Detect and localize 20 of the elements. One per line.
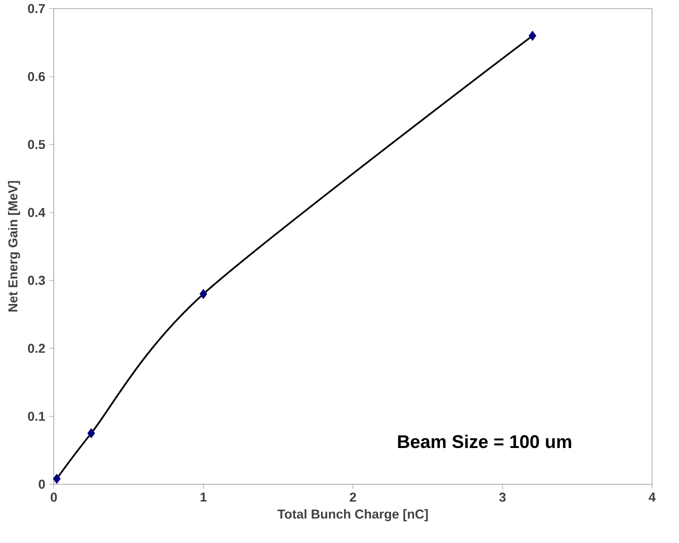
- y-tick-label: 0.4: [28, 208, 46, 217]
- point: [528, 30, 536, 41]
- annotation: Beam Size = 100 um: [398, 434, 572, 448]
- x-tick-label: 3: [499, 492, 506, 502]
- x-tick-label: 2: [350, 492, 356, 502]
- y-axis-title: Net Energ Gain [MeV]: [8, 180, 20, 312]
- y-tick-label: 0: [38, 479, 45, 489]
- y-tick-label: 0.3: [28, 276, 45, 285]
- y-tick-label: 0.1: [28, 412, 46, 421]
- y-tick-label: 0.5: [28, 140, 46, 149]
- point: [52, 474, 61, 484]
- x-tick-label: 0: [50, 492, 57, 502]
- point: [87, 428, 96, 438]
- y-tick-label: 0.7: [28, 4, 45, 13]
- x-axis-title: Total Bunch Charge [nC]: [278, 508, 428, 522]
- y-tick-label: 0.6: [28, 72, 45, 81]
- y-tick-label: 0.2: [28, 344, 45, 353]
- point: [200, 288, 208, 299]
- x-tick-label: 1: [200, 492, 207, 502]
- x-tick-label: 4: [648, 492, 656, 502]
